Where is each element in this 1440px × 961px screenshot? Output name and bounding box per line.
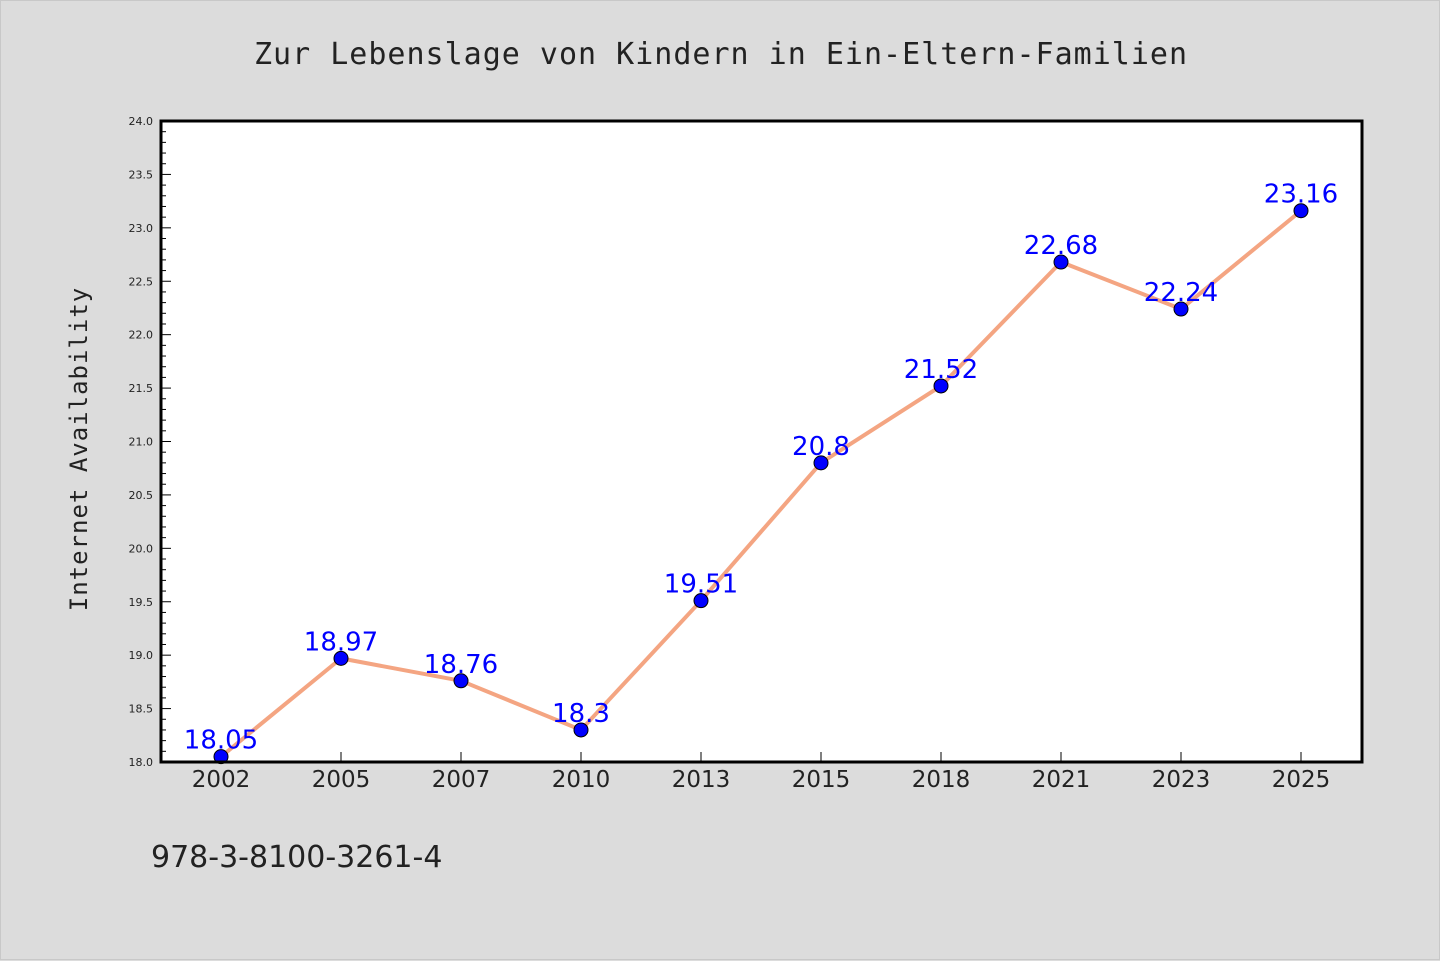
data-point	[333, 650, 349, 666]
x-tick-label: 2007	[432, 767, 491, 793]
series-group: 18.05 18.97 18.76 18.3 19.51 20.8 21.52 22.68 22…	[184, 180, 1338, 765]
data-point	[693, 593, 709, 609]
data-label: 18.76	[424, 650, 498, 680]
data-label: 23.16	[1264, 180, 1338, 210]
y-tick-label: 20.5	[129, 489, 154, 502]
data-point	[1173, 301, 1189, 317]
x-tick-label: 2023	[1152, 767, 1211, 793]
x-tick-label: 2002	[192, 767, 251, 793]
data-label: 19.51	[664, 570, 738, 600]
data-label: 22.24	[1144, 278, 1218, 308]
y-tick-label: 19.0	[129, 649, 154, 662]
x-tick-label: 2021	[1032, 767, 1091, 793]
y-tick-label: 21.5	[129, 382, 154, 395]
y-tick-label: 23.5	[129, 168, 154, 181]
x-tick-label: 2010	[552, 767, 611, 793]
data-label: 21.52	[904, 355, 978, 385]
x-tick-label: 2013	[672, 767, 731, 793]
x-tick-label: 2018	[912, 767, 971, 793]
data-label: 18.05	[184, 726, 258, 756]
x-tick-label: 2025	[1272, 767, 1331, 793]
y-tick-label: 24.0	[129, 115, 154, 128]
data-label: 22.68	[1024, 231, 1098, 261]
y-axis-label: Internet Availability	[65, 287, 93, 611]
y-tick-label: 18.0	[129, 756, 154, 769]
y-axis-ticks: 18.0 18.5 19.0 19.5 20.0 20.5 21.0 21.5 22.0 22.5…	[129, 115, 171, 769]
plot-frame	[159, 119, 1364, 764]
data-point	[1053, 254, 1069, 270]
y-tick-label: 19.5	[129, 596, 154, 609]
y-tick-label: 23.0	[129, 222, 154, 235]
chart-title: Zur Lebenslage von Kindern in Ein-Eltern…	[254, 37, 1188, 72]
data-label: 18.3	[552, 699, 610, 729]
x-tick-label: 2015	[792, 767, 851, 793]
y-tick-label: 22.5	[129, 275, 154, 288]
data-point	[933, 378, 949, 394]
y-tick-label: 21.0	[129, 436, 154, 449]
data-point	[453, 673, 469, 689]
data-point	[1293, 203, 1309, 219]
x-tick-label: 2005	[312, 767, 371, 793]
data-point	[213, 749, 229, 765]
x-axis-ticks: 2002 2005 2007 2010 2013 2015 2018 2021 2023 2025	[192, 752, 1331, 793]
y-tick-label: 20.0	[129, 542, 154, 555]
series-line	[219, 209, 1303, 759]
y-tick-label: 18.5	[129, 703, 154, 716]
data-point	[573, 722, 589, 738]
y-tick-label: 22.0	[129, 329, 154, 342]
data-label: 18.97	[304, 627, 378, 657]
plot-area	[161, 121, 1362, 762]
data-point	[813, 455, 829, 471]
data-label: 20.8	[792, 432, 850, 462]
footnote-isbn: 978-3-8100-3261-4	[151, 840, 442, 875]
